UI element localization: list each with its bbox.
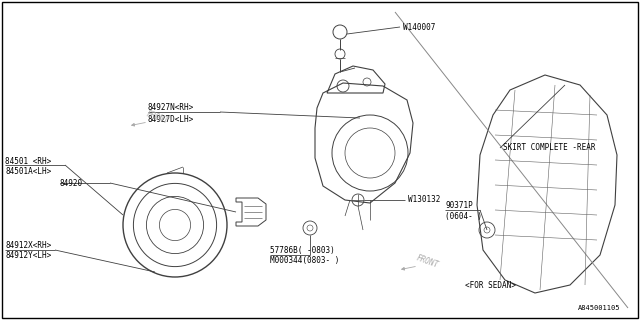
Text: 84501A<LH>: 84501A<LH> [5, 166, 51, 175]
Text: 84927N<RH>: 84927N<RH> [148, 103, 195, 113]
Text: FRONT: FRONT [145, 110, 170, 126]
Text: SKIRT COMPLETE -REAR: SKIRT COMPLETE -REAR [503, 143, 595, 153]
Text: M000344(0803- ): M000344(0803- ) [270, 257, 339, 266]
Text: <FOR SEDAN>: <FOR SEDAN> [465, 281, 516, 290]
Text: 57786B( -0803): 57786B( -0803) [270, 246, 335, 255]
Text: 84501 <RH>: 84501 <RH> [5, 156, 51, 165]
Text: A845001105: A845001105 [577, 305, 620, 311]
Text: 90371P: 90371P [445, 202, 473, 211]
Text: FRONT: FRONT [415, 254, 440, 270]
Text: 84920: 84920 [60, 179, 83, 188]
Text: 84912Y<LH>: 84912Y<LH> [5, 252, 51, 260]
Text: W130132: W130132 [408, 196, 440, 204]
Text: W140007: W140007 [403, 22, 435, 31]
Text: 84927D<LH>: 84927D<LH> [148, 115, 195, 124]
Text: (0604- ): (0604- ) [445, 212, 482, 220]
Text: 84912X<RH>: 84912X<RH> [5, 242, 51, 251]
